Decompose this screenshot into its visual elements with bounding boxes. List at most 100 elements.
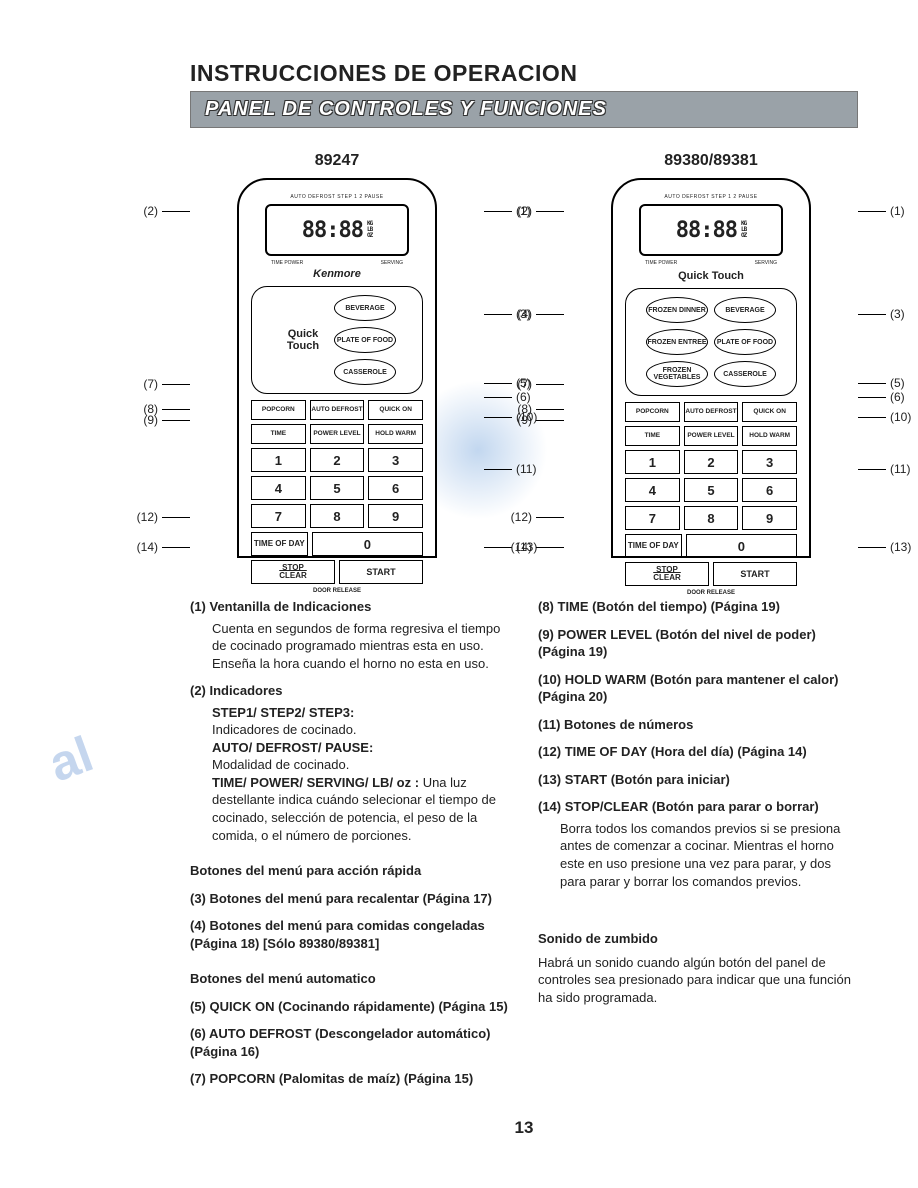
btn-beverage-b[interactable]: BEVERAGE: [714, 297, 776, 323]
item-14-head: (14) STOP/CLEAR (Botón para parar o borr…: [538, 798, 858, 816]
callout-b4: (4): [517, 307, 564, 321]
key-b8[interactable]: 8: [684, 506, 739, 530]
key-b0[interactable]: 0: [686, 534, 797, 558]
sub-buzz-body: Habrá un sonido cuando algún botón del p…: [538, 954, 858, 1007]
btn-frozen-vegetables[interactable]: FROZEN VEGETABLES: [646, 361, 708, 387]
btn-plate-of-food[interactable]: PLATE OF FOOD: [334, 327, 396, 353]
key-b4[interactable]: 4: [625, 478, 680, 502]
key-3[interactable]: 3: [368, 448, 423, 472]
item-2c-head: TIME/ POWER/ SERVING/ LB/ oz :: [212, 775, 419, 790]
btn-stop-clear-b[interactable]: STOPCLEAR: [625, 562, 709, 586]
item-8: (8) TIME (Botón del tiempo) (Página 19): [538, 598, 858, 616]
key-b1[interactable]: 1: [625, 450, 680, 474]
item-11: (11) Botones de números: [538, 716, 858, 734]
btn-popcorn[interactable]: POPCORN: [251, 400, 306, 420]
key-4[interactable]: 4: [251, 476, 306, 500]
section-banner: PANEL DE CONTROLES Y FUNCIONES: [190, 91, 858, 128]
quick-touch-label-b: Quick Touch: [625, 270, 797, 282]
key-0[interactable]: 0: [312, 532, 423, 556]
key-1[interactable]: 1: [251, 448, 306, 472]
btn-time-of-day-b[interactable]: TIME OF DAY: [625, 534, 682, 558]
disp-top-ind-b: AUTO DEFROST STEP 1 2 PAUSE: [625, 194, 797, 200]
key-2[interactable]: 2: [310, 448, 365, 472]
btn-popcorn-b[interactable]: POPCORN: [625, 402, 680, 422]
btn-time[interactable]: TIME: [251, 424, 306, 444]
btn-time-b[interactable]: TIME: [625, 426, 680, 446]
item-10: (10) HOLD WARM (Botón para mantener el c…: [538, 671, 858, 706]
btn-power-level-b[interactable]: POWER LEVEL: [684, 426, 739, 446]
btn-casserole-b[interactable]: CASSEROLE: [714, 361, 776, 387]
sub-quick-action: Botones del menú para acción rápida: [190, 862, 510, 880]
brand: Kenmore: [251, 268, 423, 280]
btn-frozen-entree[interactable]: FROZEN ENTREE: [646, 329, 708, 355]
item-9: (9) POWER LEVEL (Botón del nivel de pode…: [538, 626, 858, 661]
btn-power-level[interactable]: POWER LEVEL: [310, 424, 365, 444]
btn-time-of-day[interactable]: TIME OF DAY: [251, 532, 308, 556]
disp-br: SERVING: [381, 260, 403, 266]
btn-casserole[interactable]: CASSEROLE: [334, 359, 396, 385]
callout-b1: (1): [858, 204, 905, 218]
sub-buzz: Sonido de zumbido: [538, 930, 858, 948]
key-b3[interactable]: 3: [742, 450, 797, 474]
btn-stop-clear[interactable]: STOPCLEAR: [251, 560, 335, 584]
callout-b2: (2): [517, 204, 564, 218]
btn-hold-warm[interactable]: HOLD WARM: [368, 424, 423, 444]
display-window: 88:88 KG LB OZ: [265, 204, 409, 256]
key-7[interactable]: 7: [251, 504, 306, 528]
item-2a-head: STEP1/ STEP2/ STEP3:: [212, 705, 354, 720]
key-5[interactable]: 5: [310, 476, 365, 500]
btn-auto-defrost[interactable]: AUTO DEFROST: [310, 400, 365, 420]
key-b2[interactable]: 2: [684, 450, 739, 474]
callout-11: (11): [484, 462, 536, 476]
callout-b9: (9): [517, 413, 564, 427]
item-1-body: Cuenta en segundos de forma regresiva el…: [212, 620, 510, 673]
item-2a-body: Indicadores de cocinado.: [212, 722, 357, 737]
page-title: INSTRUCCIONES DE OPERACION: [190, 60, 858, 87]
right-column: (8) TIME (Botón del tiempo) (Página 19) …: [538, 588, 858, 1088]
btn-auto-defrost-b[interactable]: AUTO DEFROST: [684, 402, 739, 422]
display-window-b: 88:88 KG LB OZ: [639, 204, 783, 256]
callout-b14: (14): [511, 540, 564, 554]
key-b6[interactable]: 6: [742, 478, 797, 502]
key-6[interactable]: 6: [368, 476, 423, 500]
panel-a-wrap: 89247 (2) (7) (8) (9) (12) (14) (1) (3) …: [190, 152, 484, 558]
btn-quick-on-b[interactable]: QUICK ON: [742, 402, 797, 422]
item-7: (7) POPCORN (Palomitas de maíz) (Página …: [190, 1070, 510, 1088]
door-release-label-b: DOOR RELEASE: [625, 590, 797, 596]
key-b7[interactable]: 7: [625, 506, 680, 530]
btn-beverage[interactable]: BEVERAGE: [334, 295, 396, 321]
item-1-head: (1) Ventanilla de Indicaciones: [190, 598, 510, 616]
callout-b12: (12): [511, 510, 564, 524]
key-8[interactable]: 8: [310, 504, 365, 528]
btn-start[interactable]: START: [339, 560, 423, 584]
item-12: (12) TIME OF DAY (Hora del día) (Página …: [538, 743, 858, 761]
callout-14: (14): [137, 540, 190, 554]
callout-b10: (10): [858, 410, 911, 424]
callout-9: (9): [143, 413, 190, 427]
callout-b3: (3): [858, 307, 905, 321]
disp-bl: TIME POWER: [271, 260, 303, 266]
item-14-body: Borra todos los comandos previos si se p…: [560, 820, 858, 890]
callout-b6: (6): [858, 390, 905, 404]
item-5: (5) QUICK ON (Cocinando rápidamente) (Pá…: [190, 998, 510, 1016]
item-2-head: (2) Indicadores: [190, 682, 510, 700]
key-b9[interactable]: 9: [742, 506, 797, 530]
item-6: (6) AUTO DEFROST (Descongelador automáti…: [190, 1025, 510, 1060]
item-3: (3) Botones del menú para recalentar (Pá…: [190, 890, 510, 908]
panel-b: AUTO DEFROST STEP 1 2 PAUSE 88:88 KG LB …: [611, 178, 811, 558]
callout-b7: (7): [517, 377, 564, 391]
key-9[interactable]: 9: [368, 504, 423, 528]
btn-start-b[interactable]: START: [713, 562, 797, 586]
item-2b-body: Modalidad de cocinado.: [212, 757, 349, 772]
callout-12: (12): [137, 510, 190, 524]
quick-touch-group-b: FROZEN DINNER FROZEN ENTREE FROZEN VEGET…: [625, 288, 797, 396]
btn-frozen-dinner[interactable]: FROZEN DINNER: [646, 297, 708, 323]
sub-auto-menu: Botones del menú automatico: [190, 970, 510, 988]
key-b5[interactable]: 5: [684, 478, 739, 502]
btn-quick-on[interactable]: QUICK ON: [368, 400, 423, 420]
keypad: 1 2 3 4 5 6 7 8 9: [251, 448, 423, 528]
left-column: (1) Ventanilla de Indicaciones Cuenta en…: [190, 588, 510, 1088]
panel-b-wrap: 89380/89381 (2) (4) (7) (8) (9) (12) (14…: [564, 152, 858, 558]
btn-plate-of-food-b[interactable]: PLATE OF FOOD: [714, 329, 776, 355]
btn-hold-warm-b[interactable]: HOLD WARM: [742, 426, 797, 446]
